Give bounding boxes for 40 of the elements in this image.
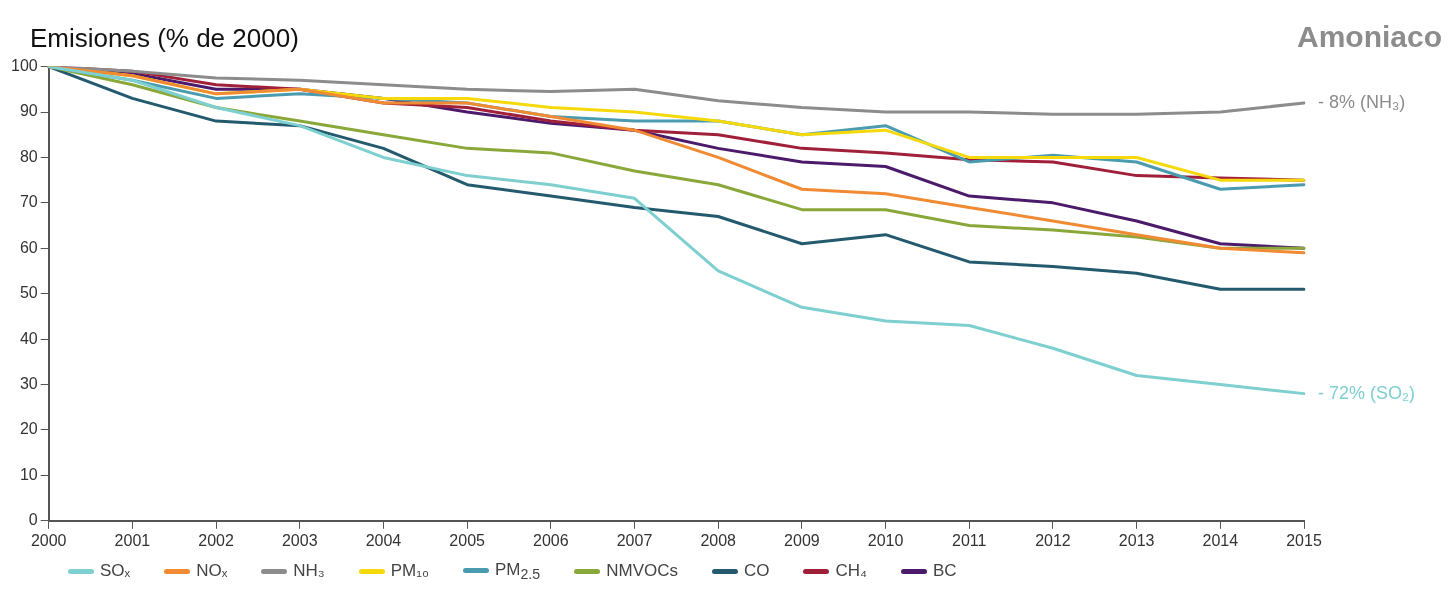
legend-label: NMVOCs [606, 561, 678, 581]
y-tick-label: 50 [19, 284, 38, 302]
y-tick-label: 80 [19, 147, 38, 165]
x-tick-label: 2005 [449, 531, 486, 549]
x-tick-label: 2015 [1286, 531, 1322, 549]
legend-label: NOₓ [196, 561, 228, 581]
chart-title: Emisiones (% de 2000) [29, 23, 299, 54]
y-tick-label: 60 [19, 238, 38, 256]
x-tick-label: 2013 [1118, 531, 1155, 549]
x-tick-label: 2009 [784, 531, 820, 549]
x-tick-label: 2006 [533, 531, 569, 549]
x-tick-label: 2002 [198, 531, 234, 549]
legend-label: NH₃ [293, 561, 325, 581]
annotation: - 72% (SO₂) [1318, 382, 1416, 403]
x-tick-label: 2007 [616, 531, 653, 549]
x-tick-label: 2003 [281, 531, 318, 549]
y-tick-label: 20 [19, 420, 38, 438]
text: Amoniaco [1296, 20, 1442, 53]
y-tick-label: 0 [28, 511, 38, 529]
x-tick-label: 2000 [30, 531, 67, 549]
annotation: - 8% (NH₃) [1318, 91, 1406, 112]
x-tick-label: 2011 [952, 531, 987, 549]
x-tick-label: 2014 [1202, 531, 1239, 549]
x-tick-label: 2001 [114, 531, 151, 549]
legend-label: SOₓ [100, 561, 131, 581]
y-tick-label: 40 [19, 329, 38, 347]
x-tick-label: 2012 [1035, 531, 1071, 549]
y-tick-label: 70 [19, 193, 38, 211]
y-tick-label: 10 [19, 465, 38, 483]
x-tick-label: 2010 [867, 531, 904, 549]
legend-label: PM$_{2.5}$ [495, 559, 541, 583]
legend-label: CO [743, 561, 770, 581]
legend-label: BC [932, 561, 957, 581]
x-tick-label: 2008 [700, 531, 737, 549]
legend-label: PM₁₀ [390, 561, 429, 581]
legend-label: CH₄ [835, 561, 867, 581]
x-tick-label: 2004 [365, 531, 402, 549]
y-tick-label: 100 [10, 57, 38, 75]
y-tick-label: 30 [19, 374, 38, 392]
y-tick-label: 90 [19, 102, 38, 120]
